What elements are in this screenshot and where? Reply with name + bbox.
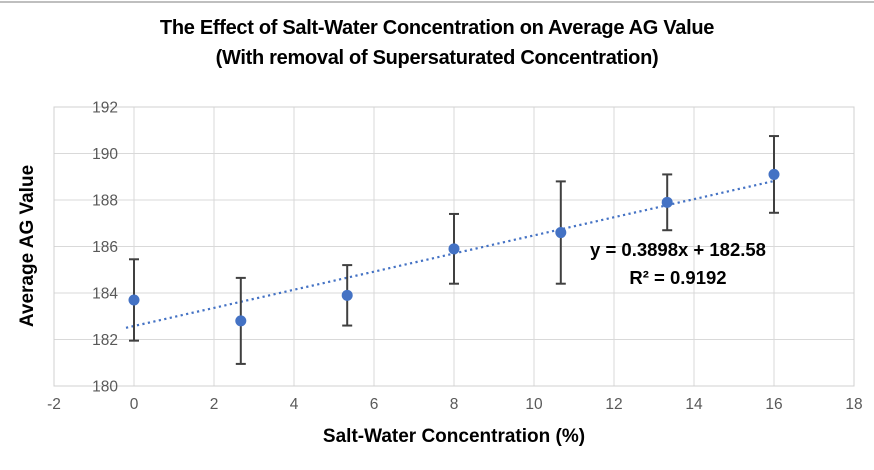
y-axis-tick-label: 180 [92, 379, 118, 396]
y-axis-title: Average AG Value [17, 164, 38, 328]
x-axis-tick-label: -2 [47, 396, 61, 413]
x-axis-tick-label: 6 [370, 396, 379, 413]
window-top-edge-line [0, 1, 874, 3]
x-axis-tick-label: 10 [525, 396, 543, 413]
chart-title-line1: The Effect of Salt-Water Concentration o… [159, 17, 715, 39]
x-axis-tick-label: 14 [685, 396, 703, 413]
y-axis-tick-label: 182 [92, 332, 118, 349]
y-axis-tick-label: 188 [92, 193, 118, 210]
y-axis-tick-label: 184 [92, 286, 118, 303]
y-axis-tick-label: 190 [92, 146, 118, 163]
data-point-marker [341, 289, 353, 301]
trendline-equation-label: y = 0.3898x + 182.58 [590, 239, 766, 260]
x-axis-tick-label: 4 [290, 396, 299, 413]
x-axis-tick-label: 2 [210, 396, 219, 413]
chart-title: The Effect of Salt-Water Concentration o… [0, 13, 874, 73]
r-squared-label: R² = 0.9192 [629, 267, 726, 288]
data-point-marker [555, 227, 567, 239]
data-point-marker [235, 315, 247, 327]
chart-title-line2: (With removal of Supersaturated Concentr… [215, 47, 659, 69]
x-axis-tick-label: 8 [450, 396, 459, 413]
y-axis-tick-label: 186 [92, 239, 118, 256]
x-axis-tick-label: 12 [605, 396, 622, 413]
data-point-marker [448, 243, 460, 255]
data-point-marker [128, 294, 140, 306]
x-axis-tick-label: 0 [130, 396, 139, 413]
y-axis-tick-label: 192 [92, 100, 118, 117]
trendline-dotted [125, 179, 775, 329]
x-axis-tick-label: 16 [765, 396, 782, 413]
x-axis-title: Salt-Water Concentration (%) [322, 426, 586, 447]
x-axis-tick-label: 18 [845, 396, 862, 413]
data-point-marker [768, 168, 780, 180]
plot-area-border [53, 106, 855, 387]
data-point-marker [661, 196, 673, 208]
